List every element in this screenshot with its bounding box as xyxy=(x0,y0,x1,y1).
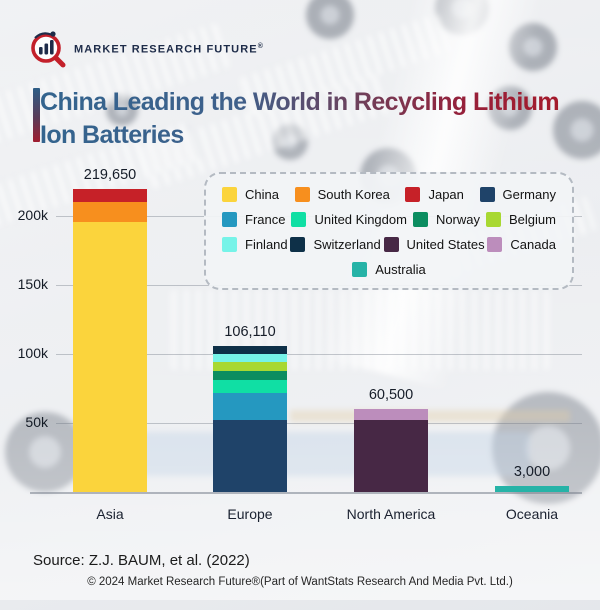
segment-belgium xyxy=(213,362,287,372)
legend-swatch-france xyxy=(222,212,237,227)
legend-label-switzerland: Switzerland xyxy=(313,237,381,252)
chart-title-block: China Leading the World in Recycling Lit… xyxy=(33,86,559,151)
bar-asia xyxy=(73,188,147,492)
legend-swatch-norway xyxy=(412,212,428,227)
segment-south-korea xyxy=(73,202,147,222)
legend-swatch-germany xyxy=(479,187,495,202)
segment-canada xyxy=(354,408,428,420)
legend-item-norway: Norway xyxy=(412,212,481,227)
legend-swatch-japan xyxy=(405,187,421,202)
segment-japan xyxy=(73,188,147,203)
brand-name: MARKET RESEARCH FUTURE® xyxy=(74,42,264,56)
y-axis-tick-50k: 50k xyxy=(25,414,48,430)
x-axis-label-north-america: North America xyxy=(346,506,436,522)
legend-row-1: China South Korea Japan Germany xyxy=(222,187,556,202)
legend-label-japan: Japan xyxy=(428,187,464,202)
legend-swatch-united-states xyxy=(383,237,399,252)
legend-item-united-states: United States xyxy=(383,237,485,252)
legend-swatch-finland xyxy=(222,237,237,252)
x-axis-label-europe: Europe xyxy=(227,506,273,522)
legend-label-canada: Canada xyxy=(510,237,556,252)
bar-europe xyxy=(213,345,287,492)
legend-label-germany: Germany xyxy=(502,187,556,202)
legend-item-finland: Finland xyxy=(222,237,288,252)
legend-label-united-kingdom: United Kingdom xyxy=(314,212,407,227)
registered-mark: ® xyxy=(257,42,264,50)
bar-north-america xyxy=(354,408,428,492)
bar-value-label-oceania: 3,000 xyxy=(513,464,551,480)
segment-switzerland xyxy=(213,345,287,355)
segment-germany xyxy=(213,420,287,492)
legend-label-china: China xyxy=(245,187,279,202)
y-axis-tick-200k: 200k xyxy=(17,207,48,223)
y-axis-tick-150k: 150k xyxy=(17,276,48,292)
legend-item-south-korea: South Korea xyxy=(294,187,390,202)
legend-item-germany: Germany xyxy=(479,187,556,202)
legend-item-switzerland: Switzerland xyxy=(290,237,381,252)
legend-item-france: France xyxy=(222,212,285,227)
legend-item-united-kingdom: United Kingdom xyxy=(291,212,407,227)
legend-swatch-canada xyxy=(487,237,503,252)
legend-label-belgium: Belgium xyxy=(509,212,556,227)
segment-china xyxy=(73,221,147,492)
legend-swatch-belgium xyxy=(486,212,501,227)
segment-finland xyxy=(213,354,287,363)
legend-label-finland: Finland xyxy=(245,237,288,252)
segment-norway xyxy=(213,371,287,381)
segment-france xyxy=(213,392,287,421)
title-accent-bar xyxy=(33,88,40,142)
legend-item-canada: Canada xyxy=(487,237,556,252)
legend-label-united-states: United States xyxy=(406,237,485,252)
bar-value-label-europe: 106,110 xyxy=(224,323,276,340)
legend-label-south-korea: South Korea xyxy=(317,187,390,202)
source-citation: Source: Z.J. BAUM, et al. (2022) xyxy=(33,552,250,569)
legend-row-3: Finland Switzerland United States Canada xyxy=(222,237,556,252)
legend-row-2: France United Kingdom Norway Belgium xyxy=(222,212,556,227)
segment-united-states xyxy=(354,419,428,492)
x-axis-line xyxy=(30,492,582,494)
legend-item-japan: Japan xyxy=(405,187,464,202)
x-axis-label-asia: Asia xyxy=(96,506,124,522)
legend-label-australia: Australia xyxy=(375,262,426,277)
grid-line-100k xyxy=(56,354,582,355)
legend-swatch-australia xyxy=(352,262,368,277)
legend-swatch-south-korea xyxy=(294,187,310,202)
legend-item-china: China xyxy=(222,187,279,202)
legend-swatch-china xyxy=(222,187,237,202)
legend-row-4: Australia xyxy=(222,262,556,277)
legend-label-norway: Norway xyxy=(435,212,481,227)
bar-value-label-north-america: 60,500 xyxy=(368,386,414,403)
legend-item-australia: Australia xyxy=(352,262,426,277)
chart-legend: China South Korea Japan Germany France United… xyxy=(204,172,574,290)
legend-label-france: France xyxy=(245,212,286,227)
legend-item-belgium: Belgium xyxy=(486,212,556,227)
market-research-future-icon xyxy=(31,31,66,68)
segment-australia xyxy=(495,486,569,492)
grid-line-50k xyxy=(56,423,582,424)
bar-oceania xyxy=(495,486,569,492)
legend-swatch-united-kingdom xyxy=(291,212,307,227)
brand-logo: MARKET RESEARCH FUTURE® xyxy=(26,28,264,70)
copyright-footer: © 2024 Market Research Future®(Part of W… xyxy=(87,576,513,588)
y-axis-tick-100k: 100k xyxy=(17,345,48,361)
segment-united-kingdom xyxy=(213,380,287,393)
x-axis-label-oceania: Oceania xyxy=(505,506,559,522)
legend-swatch-switzerland xyxy=(290,237,306,252)
bar-value-label-asia: 219,650 xyxy=(83,166,137,183)
